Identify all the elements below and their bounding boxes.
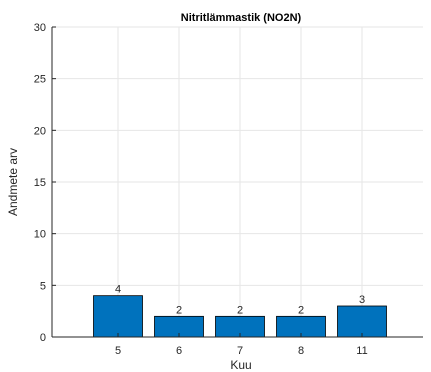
data-label: 3: [359, 294, 365, 306]
y-tick-label: 15: [34, 177, 46, 189]
y-tick-labels: 0 5 10 15 20 25 30: [34, 22, 46, 344]
y-tick-label: 25: [34, 74, 46, 86]
grid-lines: [52, 26, 423, 337]
data-labels: 4 2 2 2 3: [115, 284, 365, 317]
y-tick-label: 20: [34, 125, 46, 137]
x-tick-labels: 5 6 7 8 11: [115, 345, 368, 357]
y-tick-label: 30: [34, 22, 46, 34]
x-tick-label: 5: [115, 345, 121, 357]
chart-title: Nitritlämmastik (NO2N): [181, 12, 302, 24]
bar-5: [93, 295, 143, 338]
y-tick-label: 0: [40, 332, 46, 344]
x-tick-label: 6: [176, 345, 182, 357]
bars: [93, 295, 387, 338]
data-label: 2: [176, 304, 182, 316]
data-label: 4: [115, 284, 121, 296]
axes: [51, 26, 423, 338]
y-axis-title: Andmete arv: [6, 148, 20, 216]
x-axis-title: Kuu: [230, 358, 251, 372]
x-tick-label: 7: [237, 345, 243, 357]
x-tick-label: 8: [298, 345, 304, 357]
x-tick-label: 11: [356, 345, 367, 357]
bar-11: [337, 305, 387, 338]
data-label: 2: [298, 304, 304, 316]
y-tick-label: 5: [40, 280, 46, 292]
y-tick-label: 10: [34, 229, 46, 241]
data-label: 2: [237, 304, 243, 316]
